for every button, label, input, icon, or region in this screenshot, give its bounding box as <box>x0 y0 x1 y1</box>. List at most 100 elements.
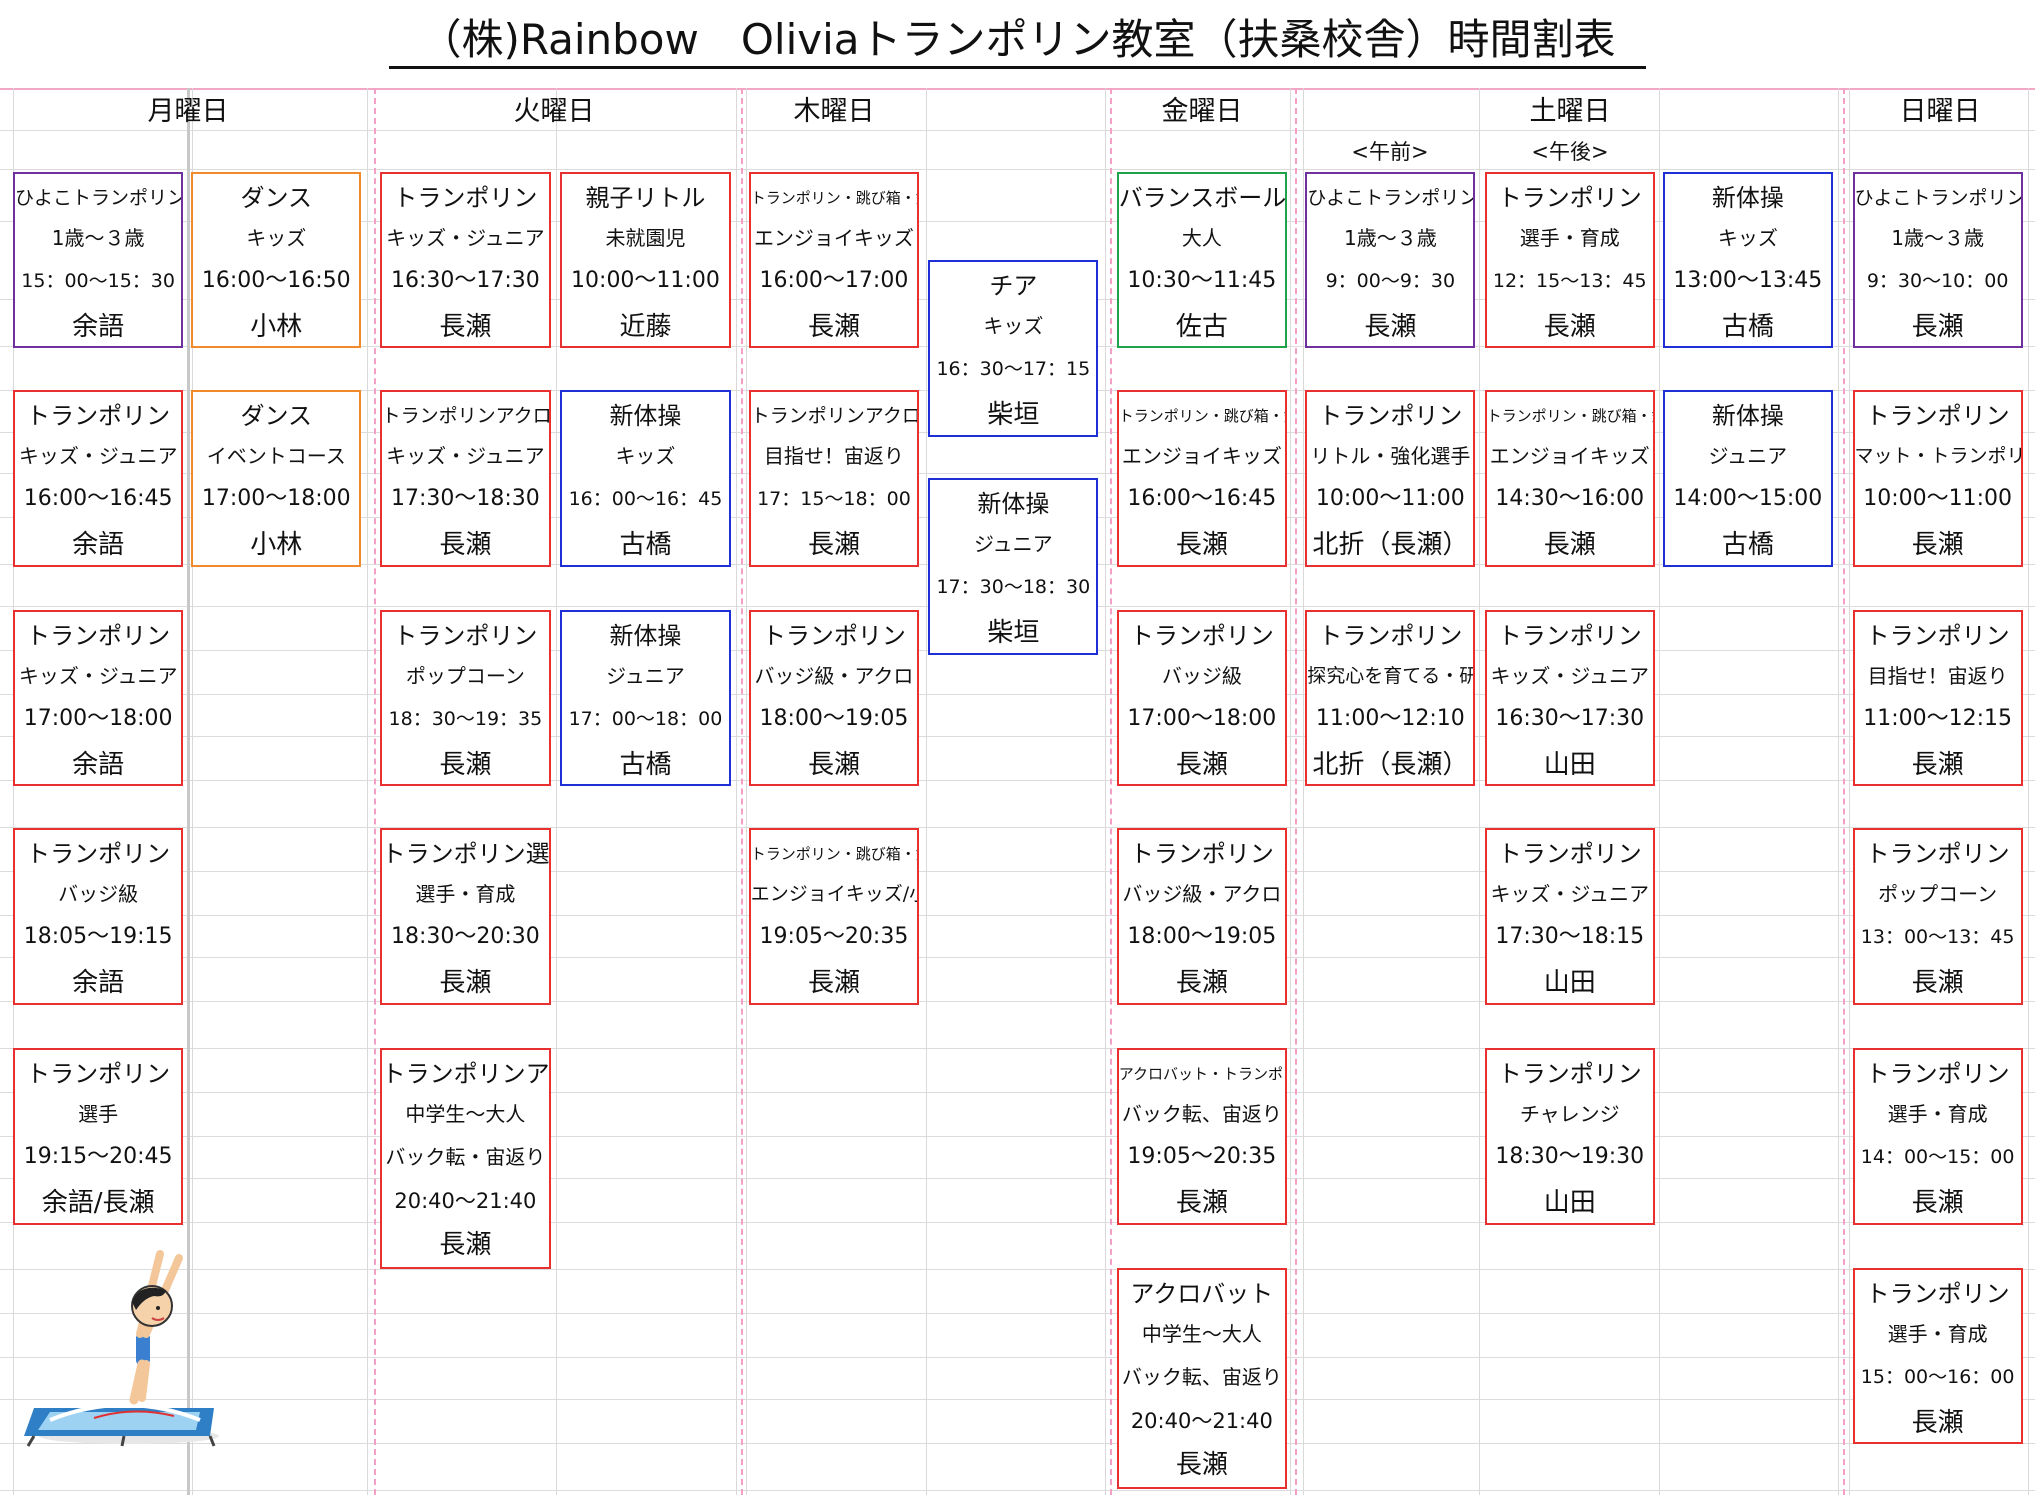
class-level: 選手・育成 <box>415 882 516 907</box>
class-level: エンジョイキッズ <box>753 225 914 250</box>
class-level: ポップコーン <box>405 663 525 688</box>
class-card-fri-3: トランポリン バッジ級 17:00～18:00 長瀬 <box>1116 609 1287 787</box>
class-name: 親子リトル <box>585 183 706 212</box>
class-card-thu-2: トランポリンアクロ 目指せ！宙返り 17：15～18：00 長瀬 <box>748 390 920 567</box>
class-name: チア <box>989 272 1038 300</box>
class-name: ひよこトランポリン <box>1854 186 2021 209</box>
class-level: チャレンジ <box>1519 1101 1620 1126</box>
class-time: 16:30～17:30 <box>1495 705 1645 731</box>
class-coach: 長瀬 <box>807 311 860 342</box>
class-level: 大人 <box>1181 225 1222 250</box>
class-time: 14:00～15:00 <box>1673 486 1823 511</box>
grid-vline <box>1302 88 1304 1495</box>
class-level: ポップコーン <box>1878 882 1998 907</box>
class-card-sat-pm1: トランポリン 選手・育成 12：15～13：45 長瀬 <box>1484 171 1655 349</box>
class-level: 探究心を育てる・研究 <box>1307 664 1473 687</box>
class-time: 16:00～16:50 <box>201 267 351 293</box>
class-level: キッズ・ジュニア <box>18 444 178 468</box>
class-name: アクロバット <box>1130 1279 1274 1308</box>
class-name: トランポリン・跳び箱・鉄棒 <box>750 188 917 207</box>
grid-vline <box>366 88 368 1495</box>
class-card-sat-b1: 新体操 キッズ 13:00～13:45 古橋 <box>1662 171 1833 349</box>
class-card-thu-4: トランポリン・跳び箱・鉄棒エンジョイキッズ/小学生 19:05～20:35 長瀬 <box>748 828 920 1005</box>
grid-hline <box>0 956 2035 958</box>
class-coach: 古橋 <box>1721 311 1774 342</box>
class-name: トランポリン <box>393 183 538 212</box>
class-name: トランポリン <box>1497 840 1642 869</box>
grid-hline <box>0 1177 2035 1179</box>
class-name: トランポリン <box>1497 1059 1642 1088</box>
class-time: 18:00～19:05 <box>1127 924 1277 950</box>
grid-hline <box>0 473 2035 475</box>
grid-vline <box>1294 88 1297 1495</box>
class-card-thu-1: トランポリン・跳び箱・鉄棒エンジョイキッズ 16:00～17:00 長瀬 <box>748 171 920 349</box>
class-card-fri-2: トランポリン・跳び箱・鉄棒エンジョイキッズ 16:00～16:45 長瀬 <box>1116 390 1287 567</box>
class-card-sun-3: トランポリン 目指せ！宙返り 11:00～12:15 長瀬 <box>1852 609 2023 787</box>
grid-vline <box>1289 88 1291 1495</box>
class-coach: 長瀬 <box>1911 749 1964 780</box>
class-coach: 佐古 <box>1175 311 1228 342</box>
class-name: アクロバット・トランポリン <box>1118 1064 1285 1083</box>
day-header-tuesday: 火曜日 <box>513 96 595 127</box>
class-name: バランスボール <box>1118 183 1285 212</box>
class-time: 16:00～17:00 <box>759 267 909 293</box>
grid-vline <box>187 88 191 1495</box>
class-card-mon-5: トランポリン 選手 19:15～20:45 余語/長瀬 <box>13 1047 184 1225</box>
grid-hline <box>0 221 2035 222</box>
class-card-mon-2: トランポリン キッズ・ジュニア 16:00～16:45 余語 <box>13 390 184 567</box>
grid-vline <box>1479 88 1481 1495</box>
class-card-thu-3: トランポリン バッジ級・アクロ 18:00～19:05 長瀬 <box>748 609 920 787</box>
class-time: 16：00～16：45 <box>568 488 723 510</box>
class-card-sun-5: トランポリン 選手・育成 14：00～15：00 長瀬 <box>1852 1047 2023 1225</box>
class-card-tue-4: トランポリン選手選手・育成 18:30～20:30 長瀬 <box>379 828 552 1005</box>
class-coach: 長瀬 <box>1175 1187 1228 1218</box>
grid-vline <box>556 88 558 1495</box>
page-title: （株)Rainbow Oliviaトランポリン教室（扶桑校舎）時間割表 <box>0 8 2035 72</box>
class-name: トランポリン <box>761 621 906 650</box>
class-name: 新体操 <box>1711 402 1784 430</box>
grid-vline <box>1843 88 1846 1495</box>
class-level: エンジョイキッズ <box>1121 444 1282 468</box>
grid-hline <box>0 735 2035 737</box>
class-coach: 余語/長瀬 <box>41 1187 155 1218</box>
class-time: 17：30～18：30 <box>936 576 1091 599</box>
grid-hline <box>0 1136 2035 1138</box>
class-time: 17:00～18:00 <box>1127 705 1277 731</box>
class-level: 目指せ！宙返り <box>1867 663 2008 688</box>
class-coach: 長瀬 <box>1911 1187 1964 1218</box>
class-coach: 長瀬 <box>1175 749 1228 780</box>
class-time: 18:00～19:05 <box>759 705 909 731</box>
class-time: 13：00～13：45 <box>1860 926 2015 949</box>
class-name: ダンス <box>240 183 312 212</box>
class-time: 9：00～9：30 <box>1325 269 1456 292</box>
class-name: トランポリン <box>1497 183 1642 212</box>
class-level: キッズ <box>615 444 676 468</box>
class-level-2: バック転・宙返り <box>385 1144 546 1169</box>
grid-vline <box>746 88 748 1495</box>
grid-hline <box>0 1489 2035 1491</box>
class-name: トランポリン <box>1865 1279 2010 1308</box>
class-name: トランポリン <box>1129 840 1274 869</box>
class-card-tue-b3: 新体操 ジュニア 17：00～18：00 古橋 <box>560 609 731 787</box>
class-time: 10:00～11:00 <box>1863 486 2013 511</box>
class-level: バッジ級 <box>58 882 139 907</box>
class-level: バッジ級・アクロ <box>1122 882 1282 907</box>
class-name: トランポリン <box>26 1059 171 1088</box>
class-name: トランポリン <box>1497 621 1642 650</box>
class-level: キッズ・ジュニア <box>386 444 545 468</box>
class-coach: 長瀬 <box>807 530 860 560</box>
day-header-sunday: 日曜日 <box>1899 96 1981 127</box>
class-name: トランポリン <box>26 840 171 869</box>
class-level: 1歳～３歳 <box>1343 225 1437 250</box>
class-card-sat-pm4: トランポリン キッズ・ジュニア 17:30～18:15 山田 <box>1484 828 1655 1005</box>
class-card-thu-b1: チア キッズ 16：30～17：15 柴垣 <box>928 260 1099 437</box>
class-card-fri-6: アクロバット 中学生～大人 バック転、宙返り 20:40～21:40 長瀬 <box>1116 1267 1287 1489</box>
class-coach: 小林 <box>250 311 303 342</box>
class-name: トランポリンアクロ <box>381 405 550 427</box>
class-coach: 山田 <box>1543 968 1596 999</box>
grid-hline <box>0 1443 2035 1444</box>
class-level: エンジョイキッズ <box>1489 444 1650 468</box>
class-time: 15：00～15：30 <box>21 269 175 292</box>
grid-hline <box>0 1092 2035 1093</box>
